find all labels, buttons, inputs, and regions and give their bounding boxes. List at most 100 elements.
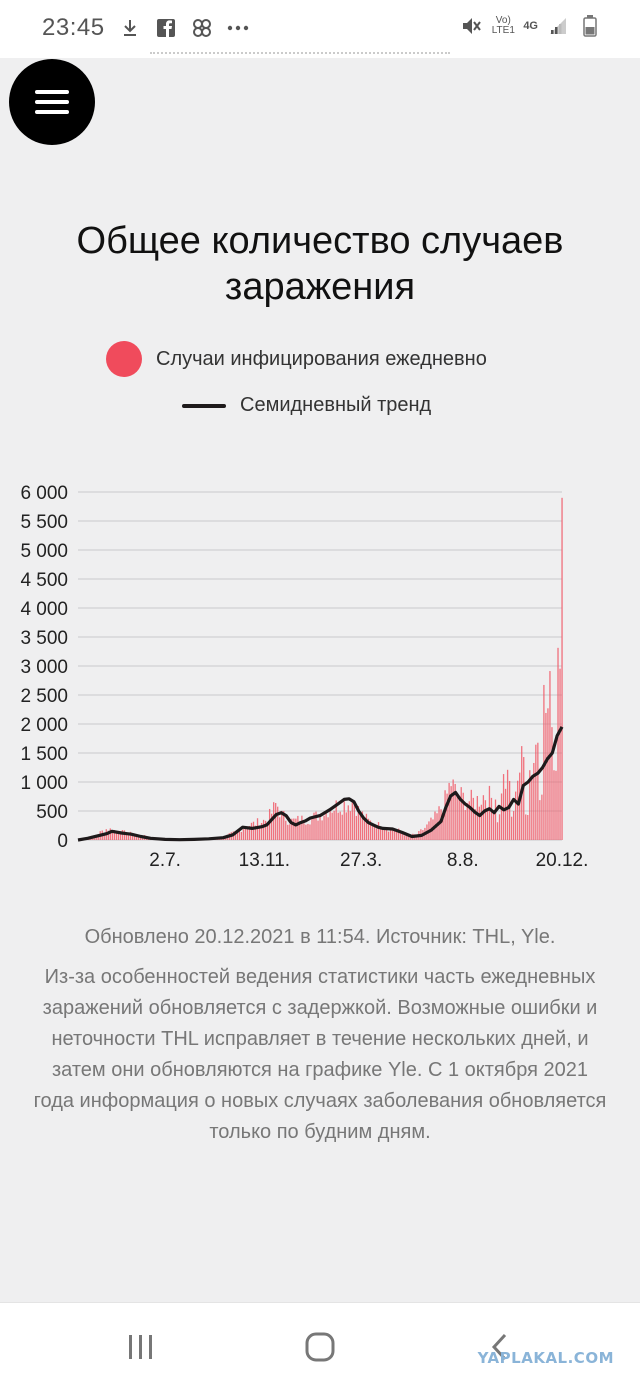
- daily-bar: [462, 792, 464, 840]
- daily-bar: [123, 830, 126, 840]
- daily-bar: [460, 787, 462, 840]
- y-tick-label: 5 500: [20, 512, 68, 533]
- y-axis-ticks: 6 000 5 500 5 000 4 500 4 000 3 500 3 000 2 500…: [20, 483, 68, 852]
- daily-bar: [367, 818, 370, 840]
- daily-bar: [502, 774, 505, 840]
- daily-bar: [559, 668, 561, 840]
- daily-bar: [277, 806, 279, 840]
- pinwheel-icon: [190, 16, 214, 40]
- daily-bar: [273, 802, 275, 840]
- home-button[interactable]: [300, 1327, 340, 1367]
- daily-bar: [506, 769, 509, 840]
- daily-bar: [486, 808, 489, 840]
- daily-bar: [248, 825, 251, 840]
- daily-bar: [329, 811, 331, 840]
- daily-bar: [279, 817, 281, 840]
- daily-bar: [313, 812, 315, 840]
- menu-button[interactable]: [9, 59, 95, 145]
- daily-bar: [492, 810, 495, 840]
- daily-bar: [297, 815, 299, 840]
- daily-bar: [252, 821, 255, 840]
- daily-bar: [337, 812, 339, 840]
- daily-bar: [115, 830, 118, 840]
- daily-bar: [482, 795, 485, 840]
- daily-bar: [472, 797, 474, 840]
- daily-bar: [359, 813, 362, 840]
- y-tick-label: 3 500: [20, 628, 68, 649]
- scrolled-content-strip: [150, 52, 450, 62]
- daily-bar: [240, 832, 243, 840]
- daily-bar: [519, 772, 521, 840]
- x-tick-label: 13.11.: [239, 850, 290, 871]
- y-tick-label: 6 000: [20, 483, 68, 504]
- back-button[interactable]: [480, 1327, 520, 1367]
- daily-bar: [307, 823, 309, 840]
- daily-bar: [541, 794, 543, 840]
- daily-bar: [295, 818, 297, 840]
- daily-bar: [317, 820, 319, 840]
- daily-bar: [454, 783, 456, 840]
- y-tick-label: 4 000: [20, 599, 68, 620]
- daily-bar: [389, 828, 392, 840]
- legend-swatch-trend: [182, 403, 226, 408]
- daily-bar: [375, 828, 378, 840]
- daily-bar: [379, 829, 382, 840]
- daily-bar: [309, 824, 311, 840]
- chart-grid: [78, 491, 562, 841]
- y-tick-label: 2 500: [20, 686, 68, 707]
- daily-bar: [353, 804, 355, 840]
- daily-bar: [373, 824, 376, 840]
- daily-bar: [365, 813, 368, 840]
- daily-bar: [551, 727, 553, 840]
- daily-bar: [343, 801, 345, 840]
- daily-bar: [446, 793, 448, 840]
- hamburger-icon: [35, 90, 69, 114]
- daily-bar: [349, 811, 351, 840]
- daily-bar: [129, 831, 132, 840]
- recents-button[interactable]: [121, 1327, 161, 1367]
- daily-bar: [319, 814, 321, 840]
- daily-bar: [111, 831, 113, 840]
- daily-bar: [396, 829, 398, 840]
- volte-icon: Vo) LTE1: [491, 15, 515, 36]
- daily-bar: [103, 832, 105, 840]
- 4g-icon: 4G: [523, 20, 538, 32]
- daily-bar: [498, 814, 501, 840]
- x-tick-label: 2.7.: [149, 850, 181, 871]
- daily-bar: [285, 820, 287, 840]
- daily-bar: [335, 800, 337, 840]
- daily-bar: [315, 811, 317, 840]
- daily-bar: [508, 780, 511, 840]
- daily-bar: [402, 833, 404, 840]
- daily-bar: [531, 776, 533, 840]
- daily-bar: [470, 789, 472, 840]
- y-tick-label: 500: [36, 802, 68, 823]
- daily-bar: [496, 822, 499, 840]
- daily-bar: [525, 814, 527, 840]
- daily-bar: [305, 824, 307, 840]
- daily-bar: [260, 822, 263, 840]
- daily-bar: [440, 809, 442, 840]
- daily-bar: [289, 824, 291, 840]
- legend-label-trend: Семидневный тренд: [240, 394, 432, 416]
- daily-bar: [268, 808, 271, 840]
- daily-bar: [369, 820, 372, 840]
- daily-bar: [400, 831, 402, 840]
- daily-bar: [258, 827, 261, 840]
- daily-bar: [325, 811, 327, 840]
- legend-item-daily: Случаи инфицирования ежедневно: [106, 341, 487, 377]
- daily-bar: [385, 829, 388, 840]
- daily-bar: [341, 814, 343, 840]
- daily-bar: [361, 811, 364, 840]
- daily-bar: [238, 829, 241, 840]
- daily-bar: [478, 806, 481, 840]
- navigation-bar: YAPLAKAL.COM: [0, 1302, 640, 1387]
- daily-bar: [119, 833, 122, 840]
- daily-bar: [271, 813, 273, 840]
- source-line: Обновлено 20.12.2021 в 11:54. Источник: …: [84, 926, 556, 948]
- status-icons-left: [118, 16, 250, 40]
- daily-bar: [448, 782, 450, 840]
- daily-bar: [331, 812, 333, 840]
- daily-bar: [236, 830, 239, 840]
- daily-bar: [504, 788, 507, 840]
